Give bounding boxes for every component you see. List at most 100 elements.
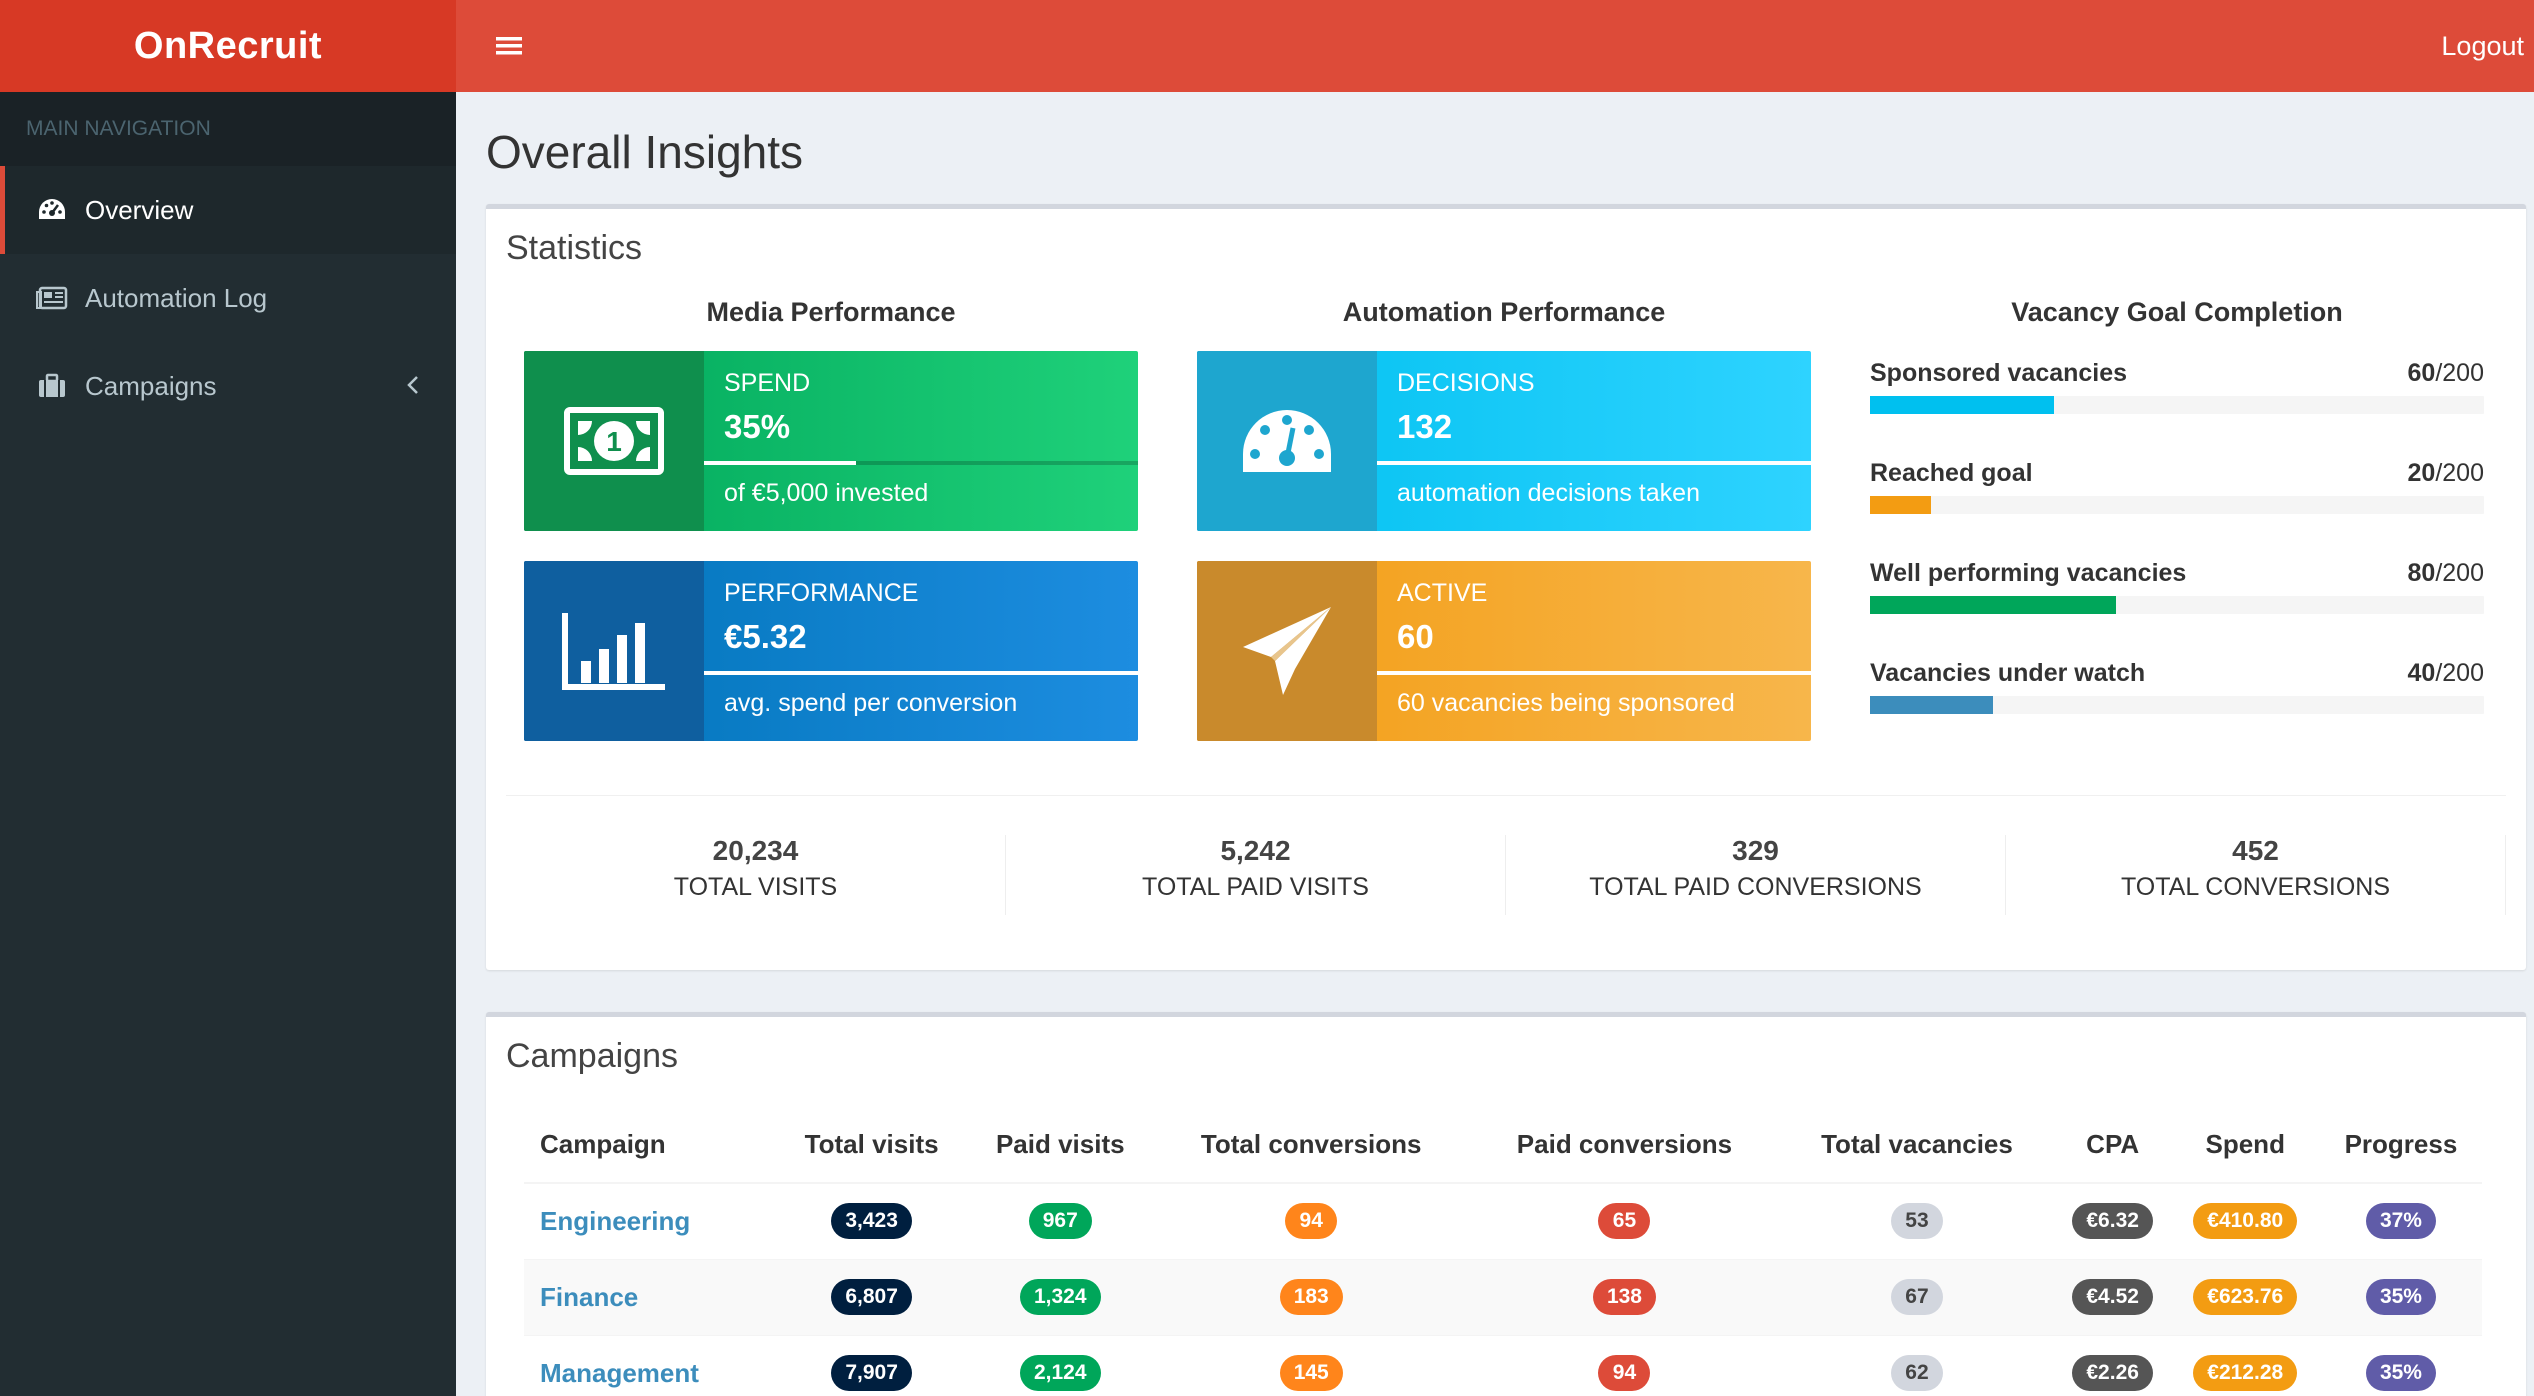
column-header[interactable]: Paid visits [967,1107,1153,1184]
goal-progress-bar [1870,696,1993,714]
goal-count: 20/200 [2407,459,2484,487]
goal-count: 40/200 [2407,659,2484,687]
paid-visits-badge: 967 [1028,1203,1092,1240]
newspaper-icon [35,281,69,315]
spend-value: 35% [724,408,791,445]
menu-toggle-icon[interactable] [484,21,534,71]
sidebar-item-overview[interactable]: Overview [0,166,456,254]
campaign-link[interactable]: Finance [540,1281,639,1312]
goal-sponsored-vacancies: Sponsored vacancies 60/200 [1870,359,2484,414]
logout-link[interactable]: Logout [2441,30,2524,61]
nav-header: MAIN NAVIGATION [0,92,456,166]
spend-badge: €623.76 [2193,1279,2298,1315]
table-row: Management 7,907 2,124 145 94 62 €2.26 €… [524,1334,2482,1396]
performance-progress-track [704,671,1138,675]
total-value: 20,234 [712,835,799,866]
app-logo[interactable]: OnRecruit [0,0,456,92]
page-title: Overall Insights [486,126,804,178]
total-label: TOTAL CONVERSIONS [2120,873,2391,901]
active-progress-track [1377,671,1811,675]
total-conversions-badge: 183 [1279,1279,1343,1315]
progress-badge: 35% [2365,1355,2436,1392]
column-header[interactable]: Campaign [524,1107,776,1184]
money-bill-icon: 1 [524,351,704,531]
bar-chart-icon [524,561,704,741]
progress-badge: 37% [2365,1203,2436,1240]
total-visits-badge: 6,807 [831,1279,912,1315]
column-header[interactable]: Progress [2319,1107,2482,1184]
svg-text:1: 1 [606,426,622,457]
cpa-badge: €4.52 [2072,1279,2153,1315]
dashboard-icon [35,193,69,227]
performance-info-box: PERFORMANCE €5.32 avg. spend per convers… [524,561,1138,741]
performance-description: avg. spend per conversion [724,689,1018,717]
paper-plane-icon [1197,561,1377,741]
sidebar: OnRecruit MAIN NAVIGATION Overview Autom… [0,0,456,1396]
spend-badge: €410.80 [2193,1203,2298,1240]
paid-visits-badge: 2,124 [1019,1355,1101,1392]
decisions-value: 132 [1397,408,1453,445]
total-vacancies-badge: 53 [1890,1203,1943,1240]
goal-name: Sponsored vacancies [1870,359,2128,387]
column-header[interactable]: Spend [2170,1107,2320,1184]
cpa-badge: €2.26 [2072,1355,2153,1392]
spend-description: of €5,000 invested [724,479,929,507]
performance-progress-bar [704,671,1138,675]
total-conversions: 452 TOTAL CONVERSIONS [2006,835,2506,915]
vacancy-goal-title: Vacancy Goal Completion [2011,297,2343,327]
active-label: ACTIVE [1397,579,1488,607]
column-header[interactable]: Total vacancies [1779,1107,2055,1184]
paid-conversions-badge: 94 [1598,1355,1651,1392]
statistics-box: Statistics Media Performance Automation … [486,204,2526,970]
performance-label: PERFORMANCE [724,579,919,607]
goal-progress-track [1870,396,2484,414]
total-visits-badge: 7,907 [831,1355,912,1392]
sidebar-item-automation-log[interactable]: Automation Log [0,254,456,342]
total-paid-conversions: 329 TOTAL PAID CONVERSIONS [1506,835,2006,915]
decisions-description: automation decisions taken [1397,479,1700,507]
sidebar-item-campaigns[interactable]: Campaigns [0,342,456,430]
paid-conversions-badge: 65 [1598,1203,1651,1240]
campaign-link[interactable]: Engineering [540,1205,691,1236]
sidebar-item-label: Automation Log [85,282,268,313]
total-paid-visits: 5,242 TOTAL PAID VISITS [1006,835,1506,915]
decisions-info-box: DECISIONS 132 automation decisions taken [1197,351,1811,531]
campaigns-title: Campaigns [506,1037,678,1075]
chevron-left-icon[interactable] [406,372,420,403]
decisions-progress-track [1377,461,1811,465]
goal-progress-bar [1870,396,2055,414]
decisions-progress-bar [1377,461,1811,465]
spend-label: SPEND [724,369,811,397]
totals-row: 20,234 TOTAL VISITS 5,242 TOTAL PAID VIS… [506,835,2506,915]
active-value: 60 [1397,618,1434,655]
spend-progress-bar [704,461,856,465]
performance-value: €5.32 [724,618,807,655]
paid-visits-badge: 1,324 [1019,1279,1101,1315]
active-progress-bar [1377,671,1811,675]
total-label: TOTAL PAID CONVERSIONS [1589,873,1922,901]
goal-name: Reached goal [1870,459,2033,487]
automation-performance-title: Automation Performance [1342,297,1666,327]
column-header[interactable]: Paid conversions [1469,1107,1780,1184]
goal-vacancies-under-watch: Vacancies under watch 40/200 [1870,659,2484,714]
sidebar-item-label: Campaigns [85,370,217,401]
campaign-link[interactable]: Management [540,1357,699,1388]
active-info-box: ACTIVE 60 60 vacancies being sponsored [1197,561,1811,741]
column-header[interactable]: CPA [2054,1107,2171,1184]
total-label: TOTAL VISITS [673,873,838,901]
goal-count: 80/200 [2407,559,2484,587]
progress-badge: 35% [2365,1279,2436,1315]
goal-well-performing-vacancies: Well performing vacancies 80/200 [1870,559,2484,614]
goal-reached-goal: Reached goal 20/200 [1870,459,2484,514]
total-vacancies-badge: 62 [1890,1355,1943,1392]
speedometer-icon [1197,351,1377,531]
column-header[interactable]: Total conversions [1152,1107,1470,1184]
spend-badge: €212.28 [2193,1355,2298,1392]
goal-name: Vacancies under watch [1870,659,2146,687]
spend-info-box: 1 SPEND 35% of €5,000 invested [524,351,1138,531]
sidebar-item-label: Overview [85,194,194,225]
statistics-title: Statistics [506,229,643,267]
goal-count: 60/200 [2407,359,2484,387]
main-content: Overall Insights Statistics Media Perfor… [456,92,2534,1396]
column-header[interactable]: Total visits [775,1107,968,1184]
